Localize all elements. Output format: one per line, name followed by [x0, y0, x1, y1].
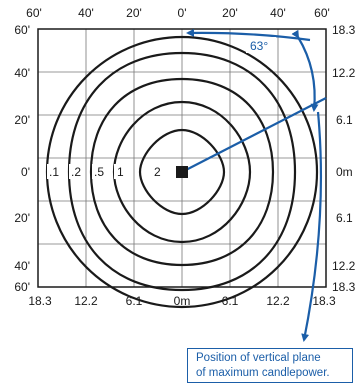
contour-0-5: [89, 77, 275, 267]
right-tick: 12.2: [332, 259, 356, 273]
top-tick: 20': [222, 6, 238, 20]
left-tick: 40': [14, 259, 30, 273]
bottom-tick: 6.1: [222, 294, 239, 308]
contour-label-1: 1: [117, 165, 124, 179]
contour-label-2: 2: [154, 165, 161, 179]
left-tick: 20': [14, 211, 30, 225]
bottom-tick: 18.3: [312, 294, 336, 308]
left-tick: 40': [14, 66, 30, 80]
right-tick: 18.3: [332, 23, 356, 37]
bottom-tick: 6.1: [126, 294, 143, 308]
top-tick: 40': [270, 6, 286, 20]
bottom-tick: 0m: [174, 294, 191, 308]
left-axis: 60' 40' 20' 0' 20' 40' 60': [14, 23, 30, 294]
grid: [38, 29, 326, 287]
top-tick: 60': [314, 6, 330, 20]
note-line-2: of maximum candlepower.: [196, 367, 330, 379]
right-tick: 6.1: [336, 113, 353, 127]
bottom-tick: 18.3: [28, 294, 52, 308]
contours: [45, 35, 319, 309]
contour-2: [138, 128, 226, 216]
contour-labels: .1 .2 .5 1 2: [47, 164, 165, 179]
note-line-1: Position of vertical plane: [196, 352, 321, 364]
contour-label-0-1: .1: [49, 165, 59, 179]
note-pointer-arrow: [301, 111, 323, 342]
angle-label: 63°: [250, 39, 268, 53]
angle-ref-arrow: [186, 28, 311, 42]
top-axis: 60' 40' 20' 0' 20' 40' 60': [26, 6, 330, 20]
left-tick: 60': [14, 280, 30, 294]
top-tick: 20': [126, 6, 142, 20]
right-axis: 18.3 12.2 6.1 0m 6.1 12.2 18.3: [332, 23, 356, 294]
left-tick: 0': [21, 165, 30, 179]
bottom-tick: 12.2: [266, 294, 290, 308]
angle-arc-arrow: [291, 29, 319, 112]
right-tick: 6.1: [336, 211, 353, 225]
left-tick: 20': [14, 113, 30, 127]
max-candlepower-indicator: [181, 28, 327, 342]
right-tick: 0m: [336, 165, 353, 179]
contour-label-0-2: .2: [71, 165, 81, 179]
left-tick: 60': [14, 23, 30, 37]
top-tick: 40': [78, 6, 94, 20]
bottom-axis: 18.3 12.2 6.1 0m 6.1 12.2 18.3: [28, 294, 336, 308]
vertical-plane-note: Position of vertical plane of maximum ca…: [187, 348, 353, 383]
contour-0-2: [67, 51, 297, 292]
right-tick: 18.3: [332, 280, 356, 294]
contour-1: [112, 100, 252, 244]
top-tick: 0': [178, 6, 187, 20]
right-tick: 12.2: [332, 66, 356, 80]
plot-frame: [37, 28, 327, 288]
contour-label-0-5: .5: [94, 165, 104, 179]
bottom-tick: 12.2: [74, 294, 98, 308]
fixture-center: [176, 166, 188, 178]
top-tick: 60': [26, 6, 42, 20]
